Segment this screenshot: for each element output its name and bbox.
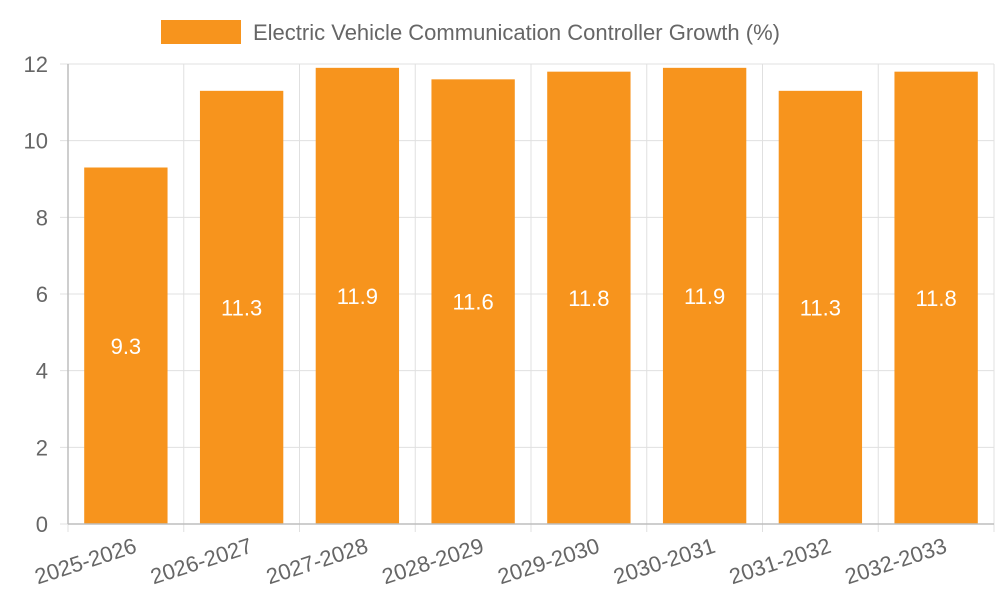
bar <box>778 90 863 524</box>
x-tick-label: 2028-2029 <box>379 533 487 589</box>
data-labels: 9.3 11.3 11.9 11.6 11.8 11.9 11.3 11.8 <box>111 284 957 359</box>
bar-value-label: 11.9 <box>684 284 725 309</box>
bar-value-label: 11.9 <box>337 284 378 309</box>
y-tick-label: 8 <box>36 205 48 230</box>
legend-swatch <box>161 20 241 44</box>
bar <box>894 71 978 525</box>
bars <box>84 67 978 525</box>
y-tick-label: 6 <box>36 282 48 307</box>
bar-value-label: 9.3 <box>111 334 142 359</box>
bar-value-label: 11.3 <box>800 295 841 320</box>
x-tick-label: 2032-2033 <box>842 533 950 589</box>
x-axis-ticks: 2025-2026 2026-2027 2027-2028 2028-2029 2029… <box>32 533 950 589</box>
bar <box>547 71 631 525</box>
bar-value-label: 11.8 <box>916 286 957 311</box>
x-tick-label: 2026-2027 <box>147 533 255 589</box>
bar <box>84 167 168 524</box>
x-tick-label: 2029-2030 <box>495 533 603 589</box>
bar <box>315 67 400 524</box>
bar-value-label: 11.3 <box>221 295 262 320</box>
y-tick-label: 2 <box>36 435 48 460</box>
x-tick-label: 2031-2032 <box>726 533 834 589</box>
axes <box>67 64 994 525</box>
bar <box>199 90 284 524</box>
bar-value-label: 11.8 <box>568 286 609 311</box>
y-tick-label: 4 <box>36 359 48 384</box>
y-axis-ticks: 0 2 4 6 8 10 12 <box>24 52 48 537</box>
y-tick-label: 12 <box>24 52 48 77</box>
legend: Electric Vehicle Communication Controlle… <box>161 20 780 45</box>
x-tick-label: 2025-2026 <box>32 533 140 589</box>
y-tick-label: 10 <box>24 129 48 154</box>
y-tick-label: 0 <box>36 512 48 537</box>
x-tick-label: 2030-2031 <box>610 533 718 589</box>
bar-value-label: 11.6 <box>453 290 494 315</box>
bar <box>431 79 515 524</box>
bar <box>662 67 747 524</box>
x-tick-label: 2027-2028 <box>263 533 371 589</box>
legend-label: Electric Vehicle Communication Controlle… <box>253 20 780 45</box>
